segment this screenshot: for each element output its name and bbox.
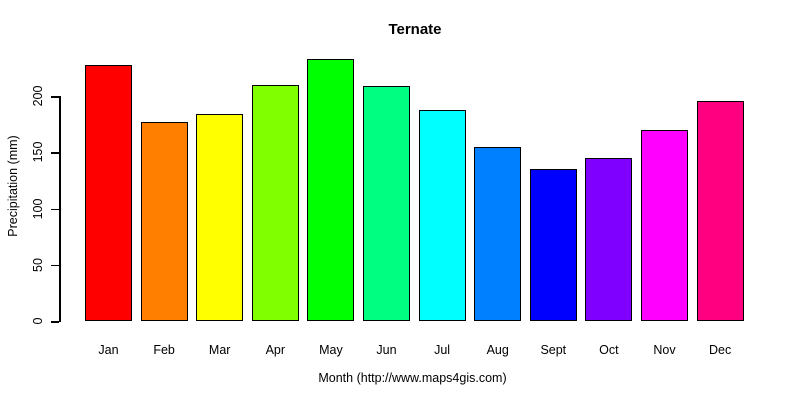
bar-sept [529,169,577,321]
y-axis-tick [51,152,59,154]
y-axis-title: Precipitation (mm) [6,135,20,237]
bar-mar [196,114,244,321]
x-tick-label-feb: Feb [153,343,175,357]
x-tick-label-jan: Jan [98,343,119,357]
bar-may [307,59,355,321]
y-axis-tick [51,208,59,211]
bar-jul [418,109,466,321]
y-axis-tick [51,264,59,267]
x-tick-label-jul: Jul [434,343,451,357]
x-tick-label-dec: Dec [708,343,732,357]
x-tick-label-mar: Mar [208,343,231,357]
y-axis-tick-label: 200 [31,85,45,107]
x-tick-label-sept: Sept [540,343,567,357]
x-axis-title: Month (http://www.maps4gis.com) [318,371,507,385]
bar-jan [85,64,132,321]
bar-dec [696,100,744,321]
y-axis-tick [51,321,59,323]
bar-feb [140,122,188,321]
x-tick-label-apr: Apr [265,343,286,357]
bar-apr [251,85,299,321]
bar-oct [585,158,633,321]
bar-nov [641,130,688,321]
x-tick-label-nov: Nov [653,343,676,357]
y-axis-tick-label: 50 [31,257,45,272]
y-axis-line [59,96,61,322]
x-tick-label-jun: Jun [376,343,397,357]
x-tick-label-may: May [319,343,343,357]
y-axis-tick [51,96,59,98]
x-tick-label-aug: Aug [486,343,509,357]
bar-jun [363,86,410,321]
y-axis-tick-label: 150 [31,142,45,163]
y-axis-tick-label: 100 [31,198,45,220]
bar-aug [474,146,522,321]
chart-title: Ternate [388,21,442,38]
y-axis-tick-label: 0 [31,317,45,325]
x-tick-label-oct: Oct [599,343,619,357]
